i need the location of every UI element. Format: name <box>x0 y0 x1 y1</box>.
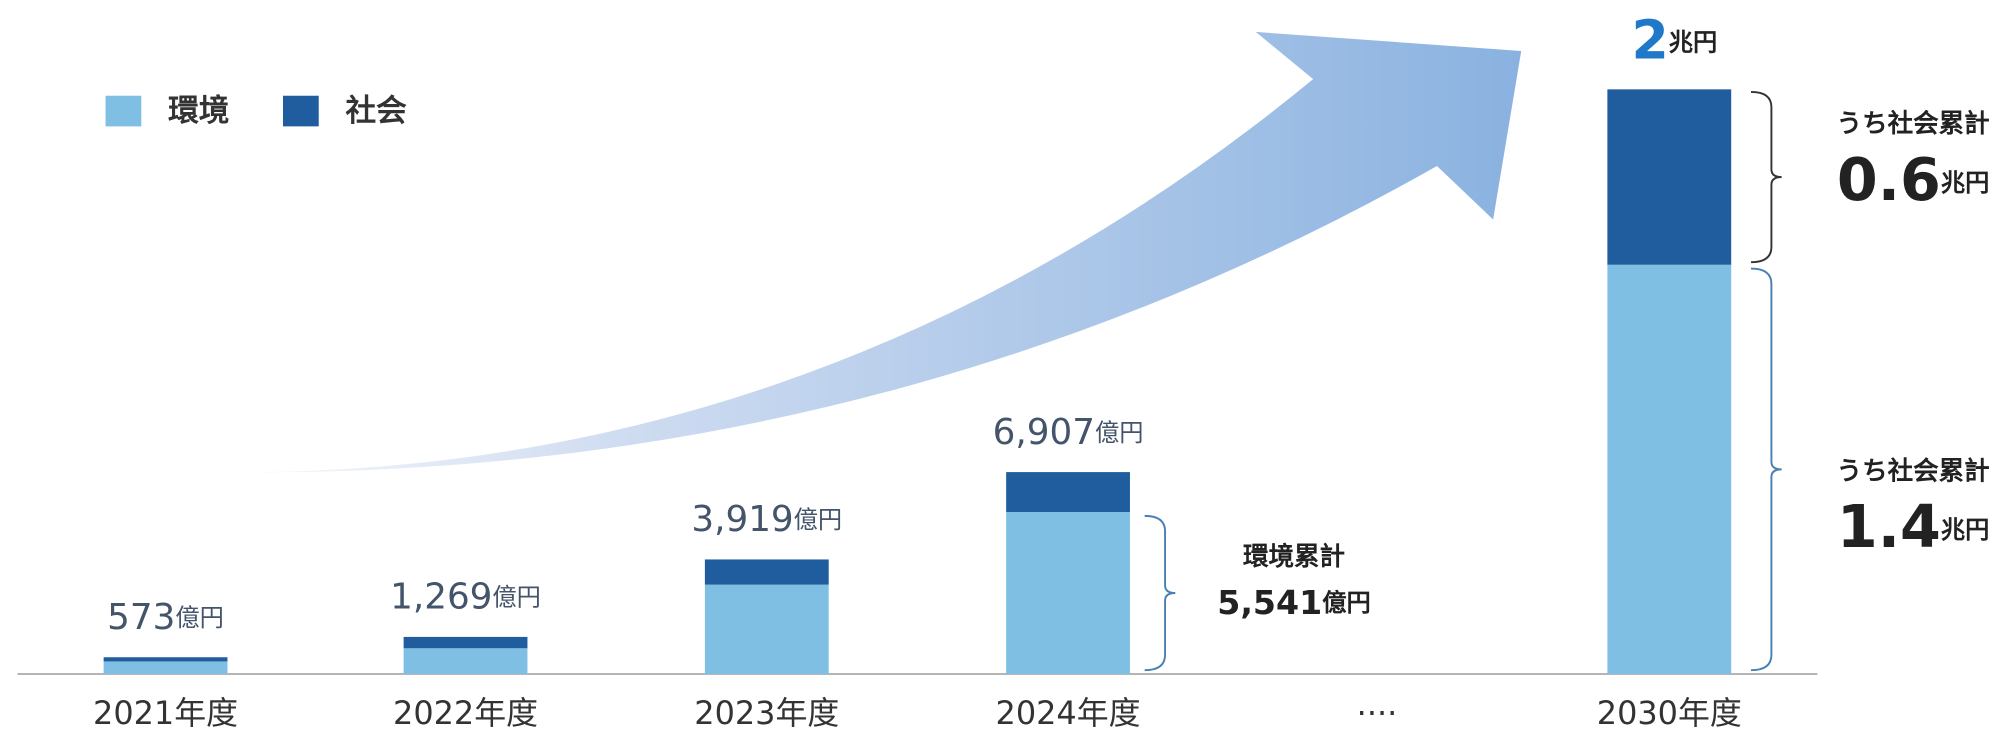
x-tick-label: ···· <box>1357 694 1398 732</box>
total-value: 2 <box>1631 8 1668 71</box>
legend-swatch <box>105 95 142 127</box>
annotation-label: 環境累計 <box>1243 542 1345 572</box>
annotation-unit: 兆円 <box>1941 168 1990 197</box>
annotation-unit: 兆円 <box>1941 515 1990 544</box>
x-tick-label: 2030年度 <box>1597 694 1742 732</box>
bar-segment <box>1607 89 1732 265</box>
bar-segment <box>704 559 829 585</box>
total-value: 3,919 <box>691 499 793 540</box>
bar-segment <box>103 657 228 662</box>
annotation-value: 0.6兆円 <box>1837 146 1990 214</box>
annotation-label: うち社会累計 <box>1837 109 1990 139</box>
total-value: 6,907 <box>993 412 1095 453</box>
bar-segment <box>704 584 829 675</box>
annotation-label: うち社会累計 <box>1837 456 1990 486</box>
x-tick-label: 2023年度 <box>694 694 839 732</box>
x-tick-label: 2024年度 <box>996 694 1141 732</box>
legend-swatch <box>282 95 319 127</box>
total-unit: 兆円 <box>1669 27 1718 56</box>
annotation-unit: 億円 <box>1322 588 1371 617</box>
legend-label: 環境 <box>168 94 229 129</box>
annotation-number: 1.4 <box>1837 493 1941 561</box>
total-unit: 億円 <box>492 583 541 612</box>
total-value: 573 <box>107 597 175 638</box>
bar-segment <box>403 648 528 675</box>
brace <box>1750 90 1782 264</box>
total-value: 1,269 <box>390 577 492 618</box>
total-label: 573億円 <box>107 597 224 638</box>
annotation-value: 5,541億円 <box>1217 582 1370 621</box>
annotation-value: 1.4兆円 <box>1837 493 1990 561</box>
brace <box>1750 267 1782 672</box>
brace <box>1144 514 1176 672</box>
growth-arrow <box>138 31 1522 473</box>
x-tick-label: 2021年度 <box>93 694 238 732</box>
total-unit: 億円 <box>175 603 224 632</box>
total-unit: 億円 <box>794 505 843 534</box>
bar-segment <box>1006 472 1130 513</box>
x-tick-label: 2022年度 <box>393 694 538 732</box>
total-label: 2兆円 <box>1631 8 1717 71</box>
total-label: 6,907億円 <box>993 412 1144 453</box>
annotation-number: 5,541 <box>1217 582 1322 621</box>
legend-label: 社会 <box>346 94 408 129</box>
annotation-number: 0.6 <box>1837 146 1941 214</box>
total-label: 3,919億円 <box>691 499 842 540</box>
total-unit: 億円 <box>1095 418 1144 447</box>
bar-segment <box>1607 264 1732 675</box>
total-label: 1,269億円 <box>390 577 541 618</box>
bar-segment <box>403 636 528 649</box>
bar-segment <box>1006 512 1130 675</box>
bar-segment <box>103 661 228 675</box>
